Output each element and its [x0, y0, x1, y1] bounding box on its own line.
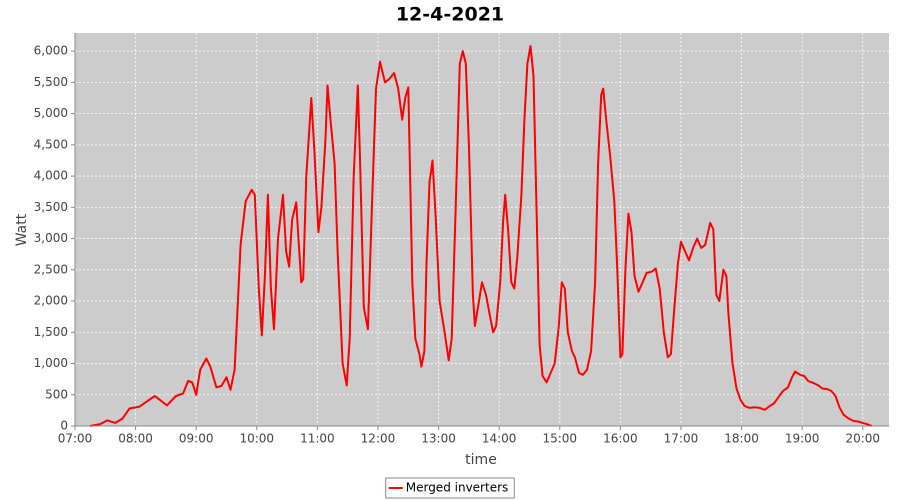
x-tick-label: 10:00: [239, 432, 274, 446]
marks: [89, 45, 873, 427]
chart-title: 12-4-2021: [396, 4, 504, 26]
plot-area: [75, 33, 889, 426]
x-tick-label: 20:00: [845, 432, 880, 446]
y-axis-title: Watt: [14, 213, 30, 246]
x-tick-label: 15:00: [542, 432, 577, 446]
x-tick-label: 11:00: [300, 432, 335, 446]
x-tick-label: 12:00: [361, 432, 396, 446]
series-line: [89, 45, 873, 427]
y-tick-label: 2,500: [34, 262, 68, 276]
y-tick-label: 0: [60, 419, 68, 433]
x-tick-label: 18:00: [724, 432, 759, 446]
x-tick-label: 09:00: [179, 432, 214, 446]
x-tick-label: 08:00: [118, 432, 153, 446]
y-tick-label: 1,000: [34, 356, 68, 370]
y-tick-label: 1,500: [34, 325, 68, 339]
x-tick-label: 13:00: [421, 432, 456, 446]
y-tick-label: 3,000: [34, 231, 68, 245]
x-tick-label: 07:00: [58, 432, 93, 446]
y-tick-label: 5,000: [34, 106, 68, 120]
legend-box: [385, 477, 515, 499]
y-tick-label: 2,000: [34, 294, 68, 308]
x-axis-title: time: [465, 452, 497, 468]
x-tick-label: 19:00: [785, 432, 820, 446]
y-tick-label: 4,500: [34, 137, 68, 151]
y-tick-label: 500: [45, 387, 68, 401]
x-tick-label: 14:00: [482, 432, 517, 446]
y-tick-label: 3,500: [34, 200, 68, 214]
legend: Merged inverters: [385, 477, 515, 499]
legend-label: Merged inverters: [406, 481, 509, 495]
y-tick-label: 6,000: [34, 44, 68, 58]
y-tick-label: 5,500: [34, 75, 68, 89]
y-tick-label: 4,000: [34, 169, 68, 183]
x-tick-label: 17:00: [664, 432, 699, 446]
x-tick-label: 16:00: [603, 432, 638, 446]
